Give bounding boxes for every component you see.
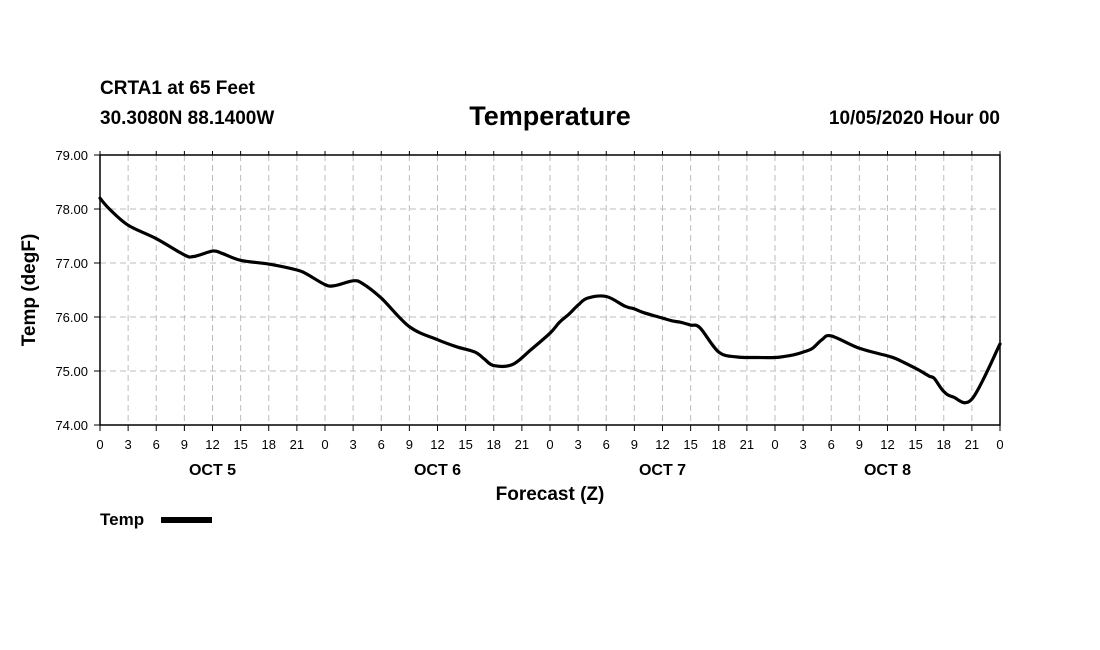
x-tick-label: 18 xyxy=(712,437,726,452)
x-tick-label: 0 xyxy=(96,437,103,452)
x-tick-label: 9 xyxy=(631,437,638,452)
run-time-label: 10/05/2020 Hour 00 xyxy=(829,108,1000,129)
x-tick-label: 21 xyxy=(965,437,979,452)
y-tick-label: 78.00 xyxy=(55,202,88,217)
day-label: OCT 8 xyxy=(864,462,911,479)
y-tick-label: 77.00 xyxy=(55,256,88,271)
y-tick-label: 79.00 xyxy=(55,148,88,163)
x-tick-label: 3 xyxy=(575,437,582,452)
x-tick-label: 21 xyxy=(515,437,529,452)
x-tick-label: 15 xyxy=(683,437,697,452)
x-tick-label: 9 xyxy=(856,437,863,452)
x-tick-label: 12 xyxy=(430,437,444,452)
y-axis: 74.00 75.00 76.00 77.00 78.00 79.00 xyxy=(55,148,100,433)
y-tick-label: 75.00 xyxy=(55,364,88,379)
chart-title: Temperature xyxy=(469,101,631,131)
x-tick-label: 15 xyxy=(908,437,922,452)
x-tick-label: 18 xyxy=(937,437,951,452)
y-tick-label: 76.00 xyxy=(55,310,88,325)
x-tick-label: 3 xyxy=(125,437,132,452)
x-tick-label: 15 xyxy=(458,437,472,452)
legend-label: Temp xyxy=(100,510,144,529)
x-tick-label: 21 xyxy=(740,437,754,452)
y-axis-title: Temp (degF) xyxy=(19,234,40,347)
series-line-temp xyxy=(98,196,1002,405)
x-tick-label: 9 xyxy=(406,437,413,452)
x-tick-label: 9 xyxy=(181,437,188,452)
x-tick-label: 0 xyxy=(996,437,1003,452)
station-label: CRTA1 at 65 Feet xyxy=(100,78,256,99)
x-tick-label: 3 xyxy=(800,437,807,452)
x-tick-label: 6 xyxy=(828,437,835,452)
series-group xyxy=(98,196,1002,405)
day-label: OCT 7 xyxy=(639,462,686,479)
x-tick-label: 15 xyxy=(233,437,247,452)
grid xyxy=(100,155,1000,425)
x-tick-label: 12 xyxy=(205,437,219,452)
x-tick-label: 6 xyxy=(378,437,385,452)
x-tick-label: 12 xyxy=(655,437,669,452)
x-axis: 0 3 6 9 12 15 18 21 0 3 6 9 12 15 18 21 0 3 6 9 12 15 18 21 0 3 6 9… xyxy=(96,151,1004,452)
location-label: 30.3080N 88.1400W xyxy=(100,108,274,129)
x-tick-label: 18 xyxy=(262,437,276,452)
plot-frame xyxy=(99,154,1001,426)
x-tick-label: 21 xyxy=(290,437,304,452)
x-tick-label: 3 xyxy=(350,437,357,452)
x-axis-title: Forecast (Z) xyxy=(496,484,605,505)
x-tick-label: 6 xyxy=(603,437,610,452)
x-tick-label: 12 xyxy=(880,437,894,452)
day-label: OCT 6 xyxy=(414,462,461,479)
y-tick-label: 74.00 xyxy=(55,418,88,433)
day-labels: OCT 5 OCT 6 OCT 7 OCT 8 xyxy=(189,462,911,479)
day-label: OCT 5 xyxy=(189,462,236,479)
x-tick-label: 0 xyxy=(321,437,328,452)
x-tick-label: 18 xyxy=(487,437,501,452)
x-tick-label: 6 xyxy=(153,437,160,452)
x-tick-label: 0 xyxy=(771,437,778,452)
x-tick-label: 0 xyxy=(546,437,553,452)
legend: Temp xyxy=(100,510,212,529)
